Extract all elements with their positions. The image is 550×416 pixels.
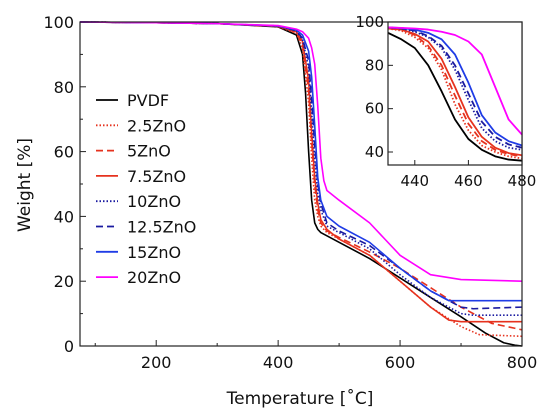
inset-series-line-7-5zno — [388, 27, 522, 157]
inset-series-line-10zno — [388, 26, 522, 151]
inset-y-tick-label: 60 — [365, 100, 384, 118]
legend-label-5zno: 5ZnO — [127, 142, 171, 161]
legend-label-12-5zno: 12.5ZnO — [127, 218, 196, 237]
main-series-group — [79, 21, 523, 347]
y-tick-label: 60 — [54, 143, 74, 162]
inset-x-tick-label: 480 — [508, 172, 537, 190]
x-tick-label: 200 — [141, 353, 172, 372]
x-tick-label: 600 — [385, 353, 416, 372]
legend-label-pvdf: PVDF — [127, 91, 169, 110]
legend-label-2-5zno: 2.5ZnO — [127, 116, 186, 135]
series-line-10zno — [79, 21, 522, 317]
inset-y-tick-label: 80 — [365, 56, 384, 74]
legend-label-20zno: 20ZnO — [127, 268, 181, 287]
y-tick-label: 20 — [54, 272, 74, 291]
series-line-20zno — [79, 21, 523, 282]
inset-series-line-20zno — [388, 26, 522, 136]
legend-label-10zno: 10ZnO — [127, 192, 181, 211]
y-tick-label: 40 — [54, 207, 74, 226]
y-tick-label: 80 — [54, 78, 74, 97]
y-axis-title: Weight [%] — [15, 138, 35, 232]
y-tick-label: 100 — [43, 13, 74, 32]
inset-y-tick-label: 40 — [365, 143, 384, 161]
inset-y-tick-label: 100 — [355, 13, 384, 31]
inset-series-line-pvdf — [388, 32, 522, 162]
inset-plot: 440 460 480 40 60 80 100 — [355, 13, 536, 190]
x-tick-label: 400 — [263, 353, 294, 372]
series-line-pvdf — [79, 21, 523, 347]
y-tick-label: 0 — [64, 337, 74, 356]
inset-series-group — [388, 26, 522, 162]
inset-x-tick-label: 440 — [400, 172, 429, 190]
main-axes: 200 400 600 800 0 20 40 60 80 100 — [43, 13, 537, 372]
inset-frame — [387, 21, 523, 166]
legend: PVDF 2.5ZnO 5ZnO 7.5ZnO 10ZnO 12.5ZnO 15ZnO 20Z… — [96, 91, 196, 287]
legend-label-15zno: 15ZnO — [127, 243, 181, 262]
x-axis-title: Temperature [˚C] — [226, 388, 374, 409]
inset-x-tick-label: 460 — [454, 172, 483, 190]
legend-label-7-5zno: 7.5ZnO — [127, 167, 186, 186]
x-tick-label: 800 — [507, 353, 538, 372]
